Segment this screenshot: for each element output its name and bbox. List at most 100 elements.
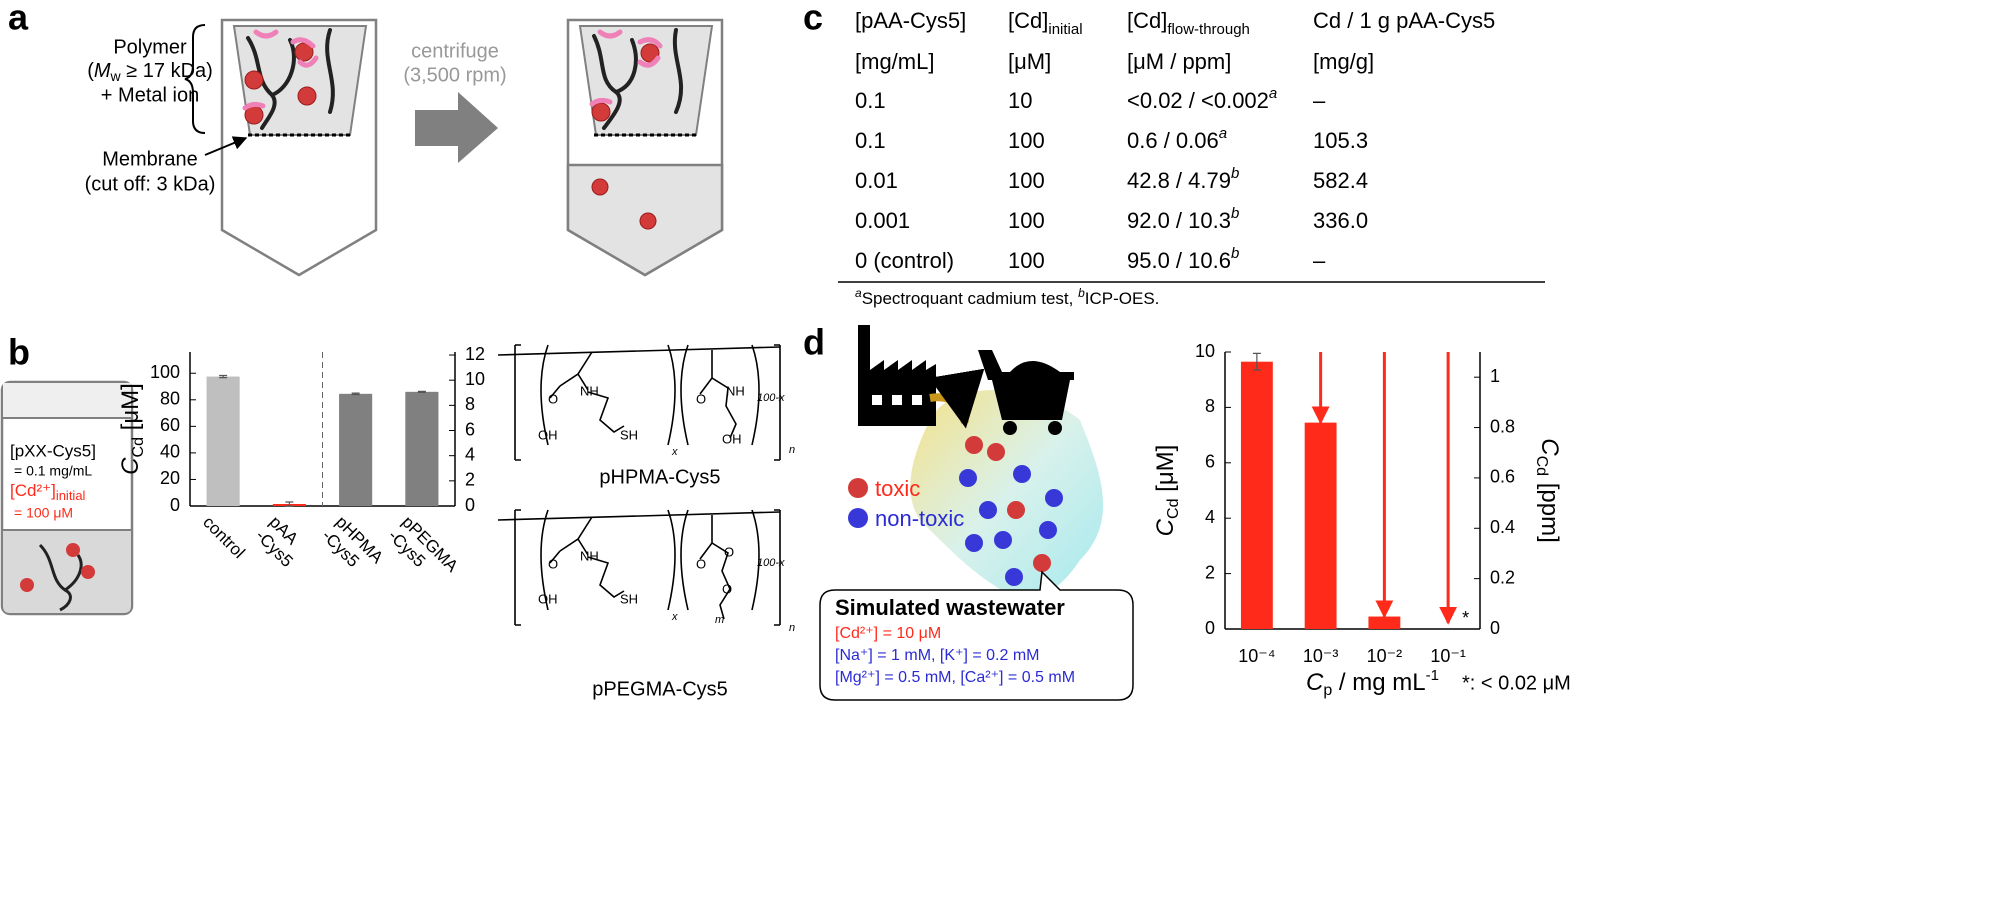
table-cell: 100 xyxy=(1008,248,1045,273)
panel-label: d xyxy=(803,322,825,363)
y2-tick-label: 1 xyxy=(1490,366,1500,386)
x-tick-label: 10⁻³ xyxy=(1303,646,1339,666)
table-cell: 10 xyxy=(1008,88,1032,113)
factory-windows xyxy=(872,395,922,405)
process-arrow xyxy=(415,92,498,163)
y2-tick-label: 0.2 xyxy=(1490,567,1515,587)
table-cell: [pAA-Cys5] xyxy=(855,8,966,33)
wheel xyxy=(1048,421,1062,435)
table-cell: 0.01 xyxy=(855,168,898,193)
structure-name: pPEGMA-Cys5 xyxy=(592,678,728,700)
polymer-chains xyxy=(246,28,335,130)
y-tick-label: 100 xyxy=(150,362,180,382)
atom-label: 100-x xyxy=(757,392,785,404)
y2-tick-label: 0.4 xyxy=(1490,517,1515,537)
footnote: aSpectroquant cadmium test, bICP-OES. xyxy=(855,286,1159,308)
text: [ppm] xyxy=(1536,476,1563,543)
y-tick-label: 6 xyxy=(1205,452,1215,472)
text: 0.6 / 0.06 xyxy=(1127,128,1219,153)
y-tick-label: 0 xyxy=(170,495,180,515)
text: w xyxy=(110,68,122,84)
error-bar xyxy=(219,374,228,379)
x-tick-label: 10⁻⁴ xyxy=(1238,646,1275,666)
text: b xyxy=(1078,286,1085,300)
cart-icon xyxy=(978,350,1074,420)
table-cell: – xyxy=(1313,88,1326,113)
table-cell: 100 xyxy=(1008,168,1045,193)
label: centrifuge xyxy=(411,40,499,62)
axis-title: CCd [ppm] xyxy=(1533,438,1563,543)
table-cell: [Cd]flow-through xyxy=(1127,8,1250,38)
text: [μM] xyxy=(1152,445,1179,499)
y2-tick-label: 2 xyxy=(465,470,475,490)
y2-tick-label: 4 xyxy=(465,444,475,464)
text: b xyxy=(1231,165,1239,182)
text: C xyxy=(1306,669,1324,696)
text: Cd xyxy=(130,437,147,457)
axis-title: Cp / mg mL-1 xyxy=(1306,667,1439,699)
atom-label: O xyxy=(724,544,734,559)
callout-line: [Mg²⁺] = 0.5 mM, [Ca²⁺] = 0.5 mM xyxy=(835,669,1075,686)
y-tick-label: 0 xyxy=(1205,618,1215,638)
atom-label: O xyxy=(696,391,706,406)
label: = 100 μM xyxy=(14,505,73,521)
table-cell: 0.1 xyxy=(855,88,886,113)
atom-label: 100-x xyxy=(757,557,785,569)
cys-ligands xyxy=(589,29,663,107)
atom-label: NH xyxy=(580,383,599,398)
label: + Metal ion xyxy=(101,84,199,106)
table-cell: [μM] xyxy=(1008,49,1051,74)
atom-label: NH xyxy=(580,548,599,563)
x-tick-label: control xyxy=(199,513,249,563)
atom-label: SH xyxy=(620,427,638,442)
text: C xyxy=(117,457,144,475)
atom-label: O xyxy=(548,556,558,571)
legend-label: non-toxic xyxy=(875,506,964,531)
atom-label: O xyxy=(548,391,558,406)
y2-tick-label: 0 xyxy=(465,495,475,515)
callout-line: [Cd²⁺] = 10 μM xyxy=(835,625,941,642)
text: -1 xyxy=(1426,667,1439,684)
text: Spectroquant cadmium test, xyxy=(862,289,1078,308)
callout-title: Simulated wastewater xyxy=(835,595,1065,620)
structure-name: pHPMA-Cys5 xyxy=(599,466,720,488)
y2-tick-label: 0.6 xyxy=(1490,467,1515,487)
text: M xyxy=(94,60,111,82)
table-cell: 105.3 xyxy=(1313,128,1368,153)
text: initial xyxy=(56,488,86,503)
legend-label: toxic xyxy=(875,476,920,501)
bar xyxy=(1240,361,1273,629)
text: a xyxy=(855,286,862,300)
error-bar xyxy=(285,501,294,507)
brace xyxy=(184,24,206,134)
text: b xyxy=(1231,245,1239,262)
table-cell: [Cd]initial xyxy=(1008,8,1083,38)
chimney xyxy=(858,325,870,340)
label: (cut off: 3 kDa) xyxy=(85,173,216,195)
text: [μM] xyxy=(117,383,144,437)
table-cell: 0.6 / 0.06a xyxy=(1127,125,1227,153)
label: Membrane xyxy=(102,148,198,170)
bar xyxy=(1304,422,1337,629)
legend-marker xyxy=(848,508,868,528)
text: 92.0 / 10.3 xyxy=(1127,208,1231,233)
text: / mg mL xyxy=(1332,669,1425,696)
table-cell: [μM / ppm] xyxy=(1127,49,1231,74)
atom-label: O xyxy=(696,556,706,571)
y-tick-label: 8 xyxy=(1205,396,1215,416)
text: ICP-OES. xyxy=(1085,289,1160,308)
atom-label: x xyxy=(671,446,678,458)
x-tick-label: pAA-Cys5 xyxy=(252,513,311,572)
metal-ions xyxy=(591,43,660,230)
y2-tick-label: 10 xyxy=(465,369,485,389)
text: ( xyxy=(87,60,94,82)
atom-label: m xyxy=(715,614,724,626)
text: a xyxy=(1269,85,1277,102)
table-cell: – xyxy=(1313,248,1326,273)
annotation: * xyxy=(1462,608,1469,628)
text: 95.0 / 10.6 xyxy=(1127,248,1231,273)
atom-label: OH xyxy=(722,431,742,446)
atom-label: n xyxy=(789,622,795,634)
pointer xyxy=(204,136,248,156)
table-cell: 100 xyxy=(1008,128,1045,153)
